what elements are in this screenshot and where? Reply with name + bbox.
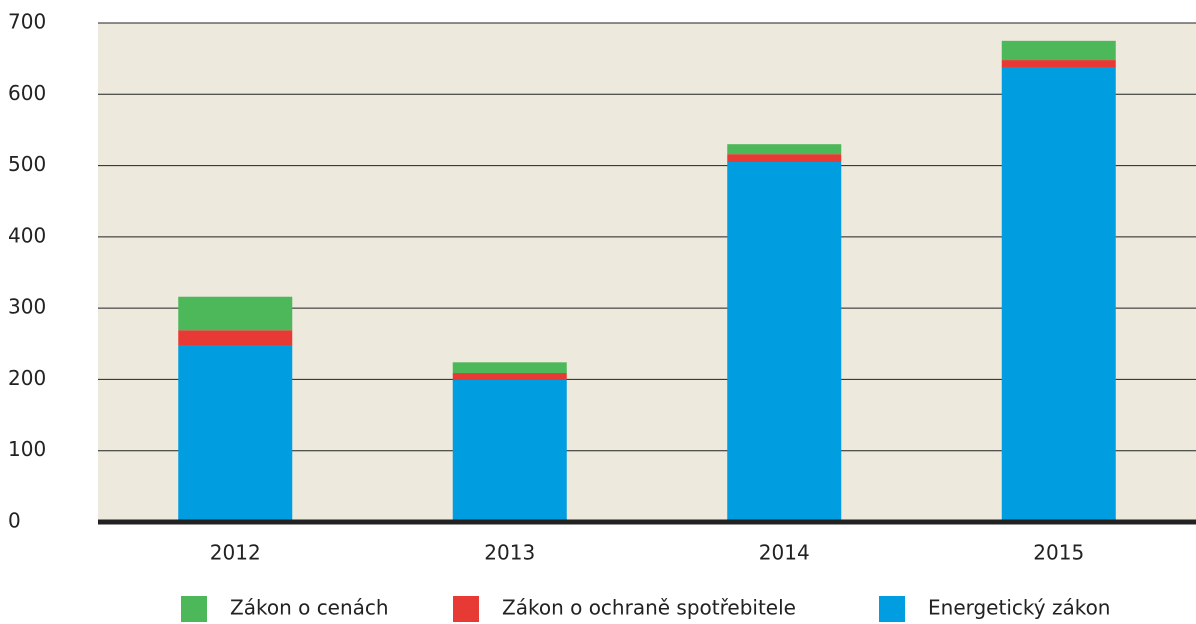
y-tick-label: 500 (8, 152, 46, 176)
x-tick-label: 2015 (1033, 541, 1084, 565)
y-tick-label: 700 (8, 10, 46, 34)
bar-segment (178, 345, 293, 522)
y-tick-label: 400 (8, 223, 46, 247)
legend-swatch (453, 596, 479, 622)
x-tick-label: 2014 (759, 541, 810, 565)
bar-segment (1001, 67, 1116, 522)
bar-segment (452, 362, 567, 374)
bar-segment (727, 162, 842, 522)
legend-label: Zákon o cenách (230, 596, 389, 620)
y-tick-label: 200 (8, 366, 46, 390)
y-tick-label: 600 (8, 81, 46, 105)
bar-segment (1001, 40, 1116, 61)
bar-segment (452, 373, 567, 380)
legend-label: Zákon o ochraně spotřebitele (502, 596, 796, 620)
bar-segment (727, 144, 842, 155)
x-tick-label: 2013 (484, 541, 535, 565)
legend-label: Energetický zákon (928, 596, 1110, 620)
y-tick-label: 0 (8, 509, 21, 533)
bar-segment (452, 379, 567, 522)
bar-segment (178, 296, 293, 331)
y-tick-label: 100 (8, 437, 46, 461)
legend-swatch (181, 596, 207, 622)
bar-segment (178, 330, 293, 346)
legend-swatch (879, 596, 905, 622)
x-tick-label: 2012 (210, 541, 261, 565)
bar-segment (1001, 60, 1116, 68)
y-tick-label: 300 (8, 295, 46, 319)
bar-segment (727, 154, 842, 163)
